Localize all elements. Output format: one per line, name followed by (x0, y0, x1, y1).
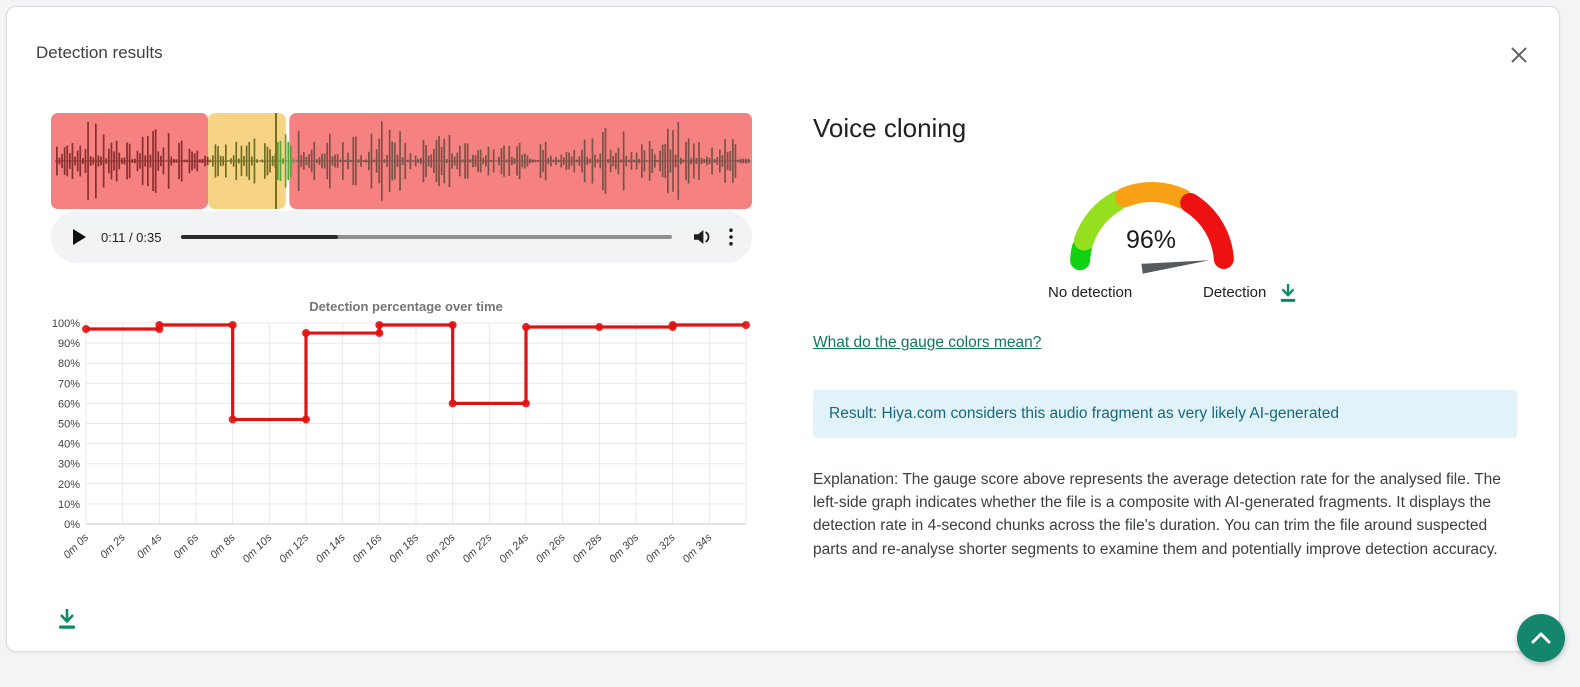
svg-text:0m 10s: 0m 10s (240, 531, 274, 565)
svg-text:0m 28s: 0m 28s (570, 531, 604, 565)
svg-text:90%: 90% (58, 338, 80, 350)
svg-text:10%: 10% (58, 499, 80, 511)
svg-text:0m 2s: 0m 2s (98, 531, 128, 561)
svg-text:80%: 80% (58, 358, 80, 370)
gauge-left-label: No detection (1048, 284, 1133, 301)
svg-text:0m 30s: 0m 30s (607, 531, 641, 565)
svg-text:0m 26s: 0m 26s (534, 531, 568, 565)
gauge-right-label: Detection (1203, 284, 1267, 301)
detection-type-heading: Voice cloning (813, 113, 967, 143)
svg-text:0m 24s: 0m 24s (497, 531, 531, 565)
seek-bar-fill (181, 235, 339, 239)
result-text: Result: Hiya.com considers this audio fr… (829, 405, 1340, 422)
svg-text:0m 8s: 0m 8s (208, 531, 238, 561)
dialog-title: Detection results (36, 43, 163, 62)
svg-text:0m 22s: 0m 22s (460, 531, 494, 565)
svg-text:0m 0s: 0m 0s (61, 531, 91, 561)
svg-text:0m 18s: 0m 18s (387, 531, 421, 565)
audio-waveform[interactable] (51, 113, 752, 209)
gauge-value: 96% (1125, 226, 1177, 254)
scroll-to-top-button[interactable] (1517, 614, 1565, 662)
svg-text:0m 32s: 0m 32s (644, 531, 678, 565)
svg-text:0m 12s: 0m 12s (277, 531, 311, 565)
chart-download-button[interactable] (53, 605, 81, 633)
audio-player: 0:11 / 0:35 (51, 211, 752, 263)
result-banner: Result: Hiya.com considers this audio fr… (813, 390, 1517, 438)
kebab-menu-icon (729, 228, 733, 246)
download-icon (1280, 283, 1296, 302)
svg-text:70%: 70% (58, 378, 80, 390)
gauge-download-button[interactable] (1275, 280, 1301, 306)
svg-text:0%: 0% (64, 519, 80, 531)
svg-text:0m 4s: 0m 4s (135, 531, 165, 561)
volume-icon (694, 230, 710, 244)
volume-button[interactable] (692, 228, 714, 246)
svg-text:30%: 30% (58, 459, 80, 471)
download-icon (59, 609, 75, 629)
seek-bar[interactable] (181, 235, 672, 239)
svg-text:0m 34s: 0m 34s (680, 531, 714, 565)
svg-text:0m 6s: 0m 6s (171, 531, 201, 561)
svg-text:Detection percentage over time: Detection percentage over time (309, 299, 503, 314)
play-button[interactable] (71, 229, 87, 245)
detection-percentage-chart: 0% 10% 20% 30% 40% 50% 60% 70% 80% 90% 100% 0m 0s 0m… (41, 297, 761, 589)
svg-text:20%: 20% (58, 479, 80, 491)
detection-gauge (1031, 169, 1291, 277)
close-icon[interactable] (1505, 41, 1533, 69)
player-menu-button[interactable] (728, 227, 734, 247)
svg-text:60%: 60% (58, 398, 80, 410)
svg-text:0m 20s: 0m 20s (424, 531, 458, 565)
time-display: 0:11 / 0:35 (101, 229, 162, 245)
svg-text:50%: 50% (58, 419, 80, 431)
detection-results-dialog: Detection results 0:11 / 0:35 (6, 6, 1560, 652)
play-icon (72, 229, 86, 245)
svg-text:0m 14s: 0m 14s (314, 531, 348, 565)
svg-text:40%: 40% (58, 439, 80, 451)
svg-text:100%: 100% (52, 318, 80, 330)
gauge-colors-link[interactable]: What do the gauge colors mean? (813, 334, 1042, 351)
explanation-text: Explanation: The gauge score above repre… (813, 471, 1501, 558)
svg-text:0m 16s: 0m 16s (350, 531, 384, 565)
chevron-up-icon (1531, 632, 1551, 644)
